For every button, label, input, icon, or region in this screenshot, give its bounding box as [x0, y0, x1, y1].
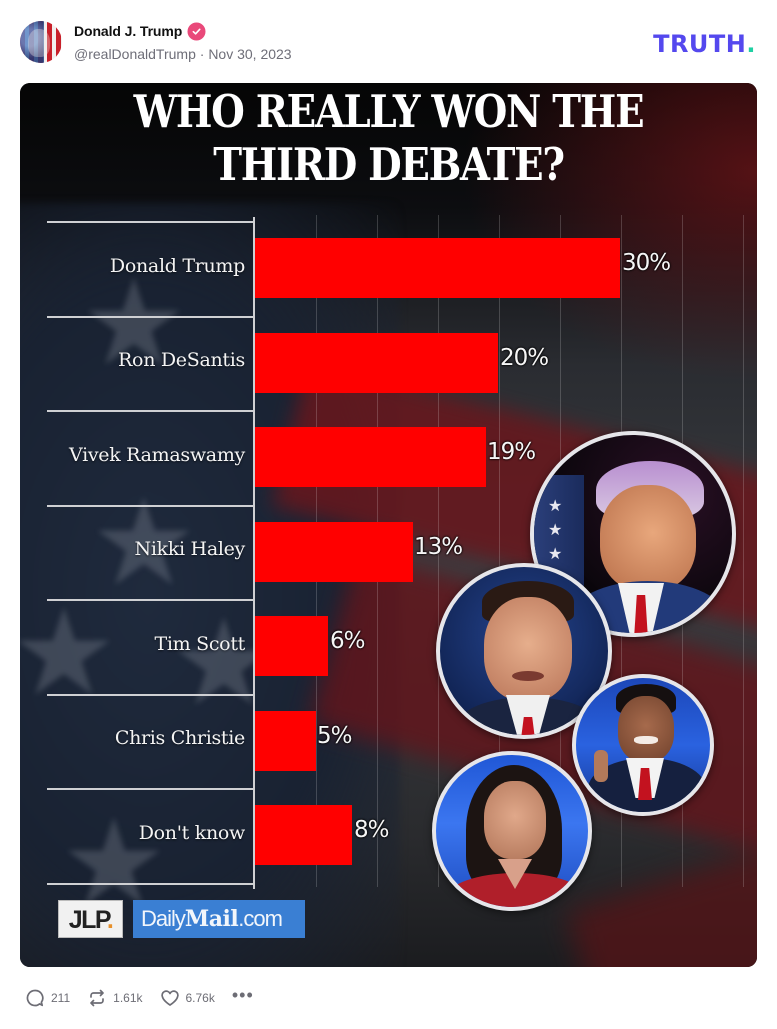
- retruth-count: 1.61k: [113, 991, 143, 1005]
- jlp-logo: JLP.: [58, 900, 123, 938]
- bar-tim-scott: [255, 616, 328, 676]
- row-separator: [47, 505, 255, 507]
- bar-value-label: 8%: [354, 817, 389, 843]
- like-button[interactable]: 6.76k: [160, 988, 215, 1008]
- chart-title: WHO REALLY WON THE THIRD DEBATE?: [133, 85, 645, 191]
- post-date[interactable]: Nov 30, 2023: [208, 46, 292, 62]
- y-axis-line: [253, 217, 255, 889]
- bar-value-label: 13%: [414, 534, 463, 560]
- bar-ron-desantis: [255, 333, 498, 393]
- bar-donald-trump: [255, 238, 620, 298]
- row-separator: [47, 599, 255, 601]
- reply-icon: [26, 989, 44, 1007]
- gridline: [743, 215, 744, 887]
- category-label: Nikki Haley: [134, 538, 246, 560]
- category-label: Vivek Ramaswamy: [68, 444, 245, 466]
- bar-value-label: 19%: [487, 439, 536, 465]
- author-meta: @realDonaldTrump · Nov 30, 2023: [74, 46, 292, 62]
- retruth-button[interactable]: 1.61k: [87, 988, 143, 1008]
- author-name[interactable]: Donald J. Trump: [74, 23, 183, 39]
- photo-vivek-ramaswamy: [572, 674, 714, 816]
- reply-count: 211: [51, 991, 71, 1005]
- retruth-icon: [90, 989, 104, 1007]
- row-separator: [47, 694, 255, 696]
- bar-dont-know: [255, 805, 352, 865]
- bar-nikki-haley: [255, 522, 413, 582]
- more-options-icon[interactable]: •••: [231, 985, 254, 1005]
- row-separator: [47, 883, 255, 885]
- heart-icon: [160, 990, 179, 1006]
- category-label: Donald Trump: [109, 255, 245, 277]
- verified-badge-icon: [189, 24, 204, 39]
- star-icon: ★: [20, 586, 118, 720]
- post-actions: 211 1.61k 6.76k •••: [25, 986, 254, 1010]
- dailymail-logo: DailyMail.com: [133, 900, 305, 938]
- category-label: Tim Scott: [154, 633, 246, 655]
- post-media-image[interactable]: ★ ★ ★ ★ ★ WHO REALLY WON THE THIRD DEBAT…: [20, 83, 757, 967]
- row-separator: [47, 788, 255, 790]
- truth-social-logo[interactable]: TRUTH.: [653, 30, 756, 58]
- gridline: [499, 215, 500, 887]
- meta-separator: ·: [199, 46, 205, 62]
- bar-value-label: 5%: [317, 723, 352, 749]
- bar-vivek-ramaswamy: [255, 427, 486, 487]
- bar-value-label: 6%: [330, 628, 365, 654]
- row-separator: [47, 221, 255, 223]
- row-separator: [47, 410, 255, 412]
- author-handle[interactable]: @realDonaldTrump: [74, 46, 196, 62]
- bar-value-label: 30%: [622, 250, 671, 276]
- post-header: Donald J. Trump @realDonaldTrump · Nov 3…: [0, 0, 777, 82]
- category-label: Don't know: [138, 822, 246, 844]
- photo-nikki-haley: [432, 751, 592, 911]
- like-count: 6.76k: [185, 991, 215, 1005]
- category-label: Ron DeSantis: [118, 349, 245, 371]
- bar-chris-christie: [255, 711, 316, 771]
- avatar[interactable]: [20, 21, 62, 63]
- category-label: Chris Christie: [114, 727, 245, 749]
- row-separator: [47, 316, 255, 318]
- star-icon: ★: [90, 476, 198, 610]
- reply-button[interactable]: 211: [25, 988, 70, 1008]
- gridline: [438, 215, 439, 887]
- bar-value-label: 20%: [500, 345, 549, 371]
- star-icon: ★: [80, 256, 188, 390]
